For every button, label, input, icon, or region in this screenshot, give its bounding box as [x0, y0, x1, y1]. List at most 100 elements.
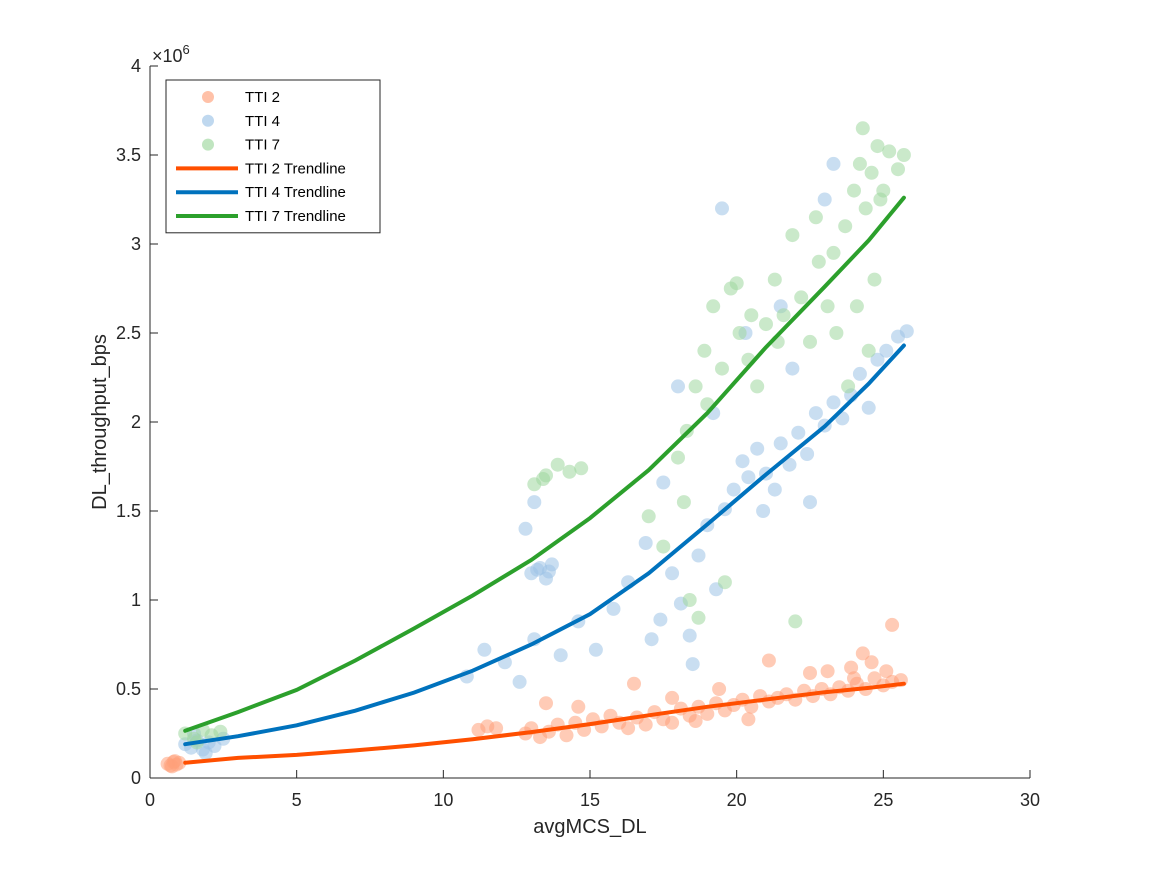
scatter-point: [855, 121, 870, 136]
scatter-point: [820, 299, 835, 314]
scatter-point: [562, 464, 577, 479]
scatter-point: [715, 201, 729, 216]
legend-box: [165, 79, 381, 234]
legend-entry-label: TTI 2 Trendline: [245, 160, 346, 177]
series-tti-7: [178, 121, 911, 750]
y-exponent-label: ×106: [152, 42, 190, 66]
scatter-point: [512, 674, 527, 689]
scatter-point: [864, 655, 879, 670]
scatter-point: [550, 457, 565, 472]
scatter-point: [571, 699, 586, 714]
scatter-point: [744, 308, 759, 323]
x-tick-label: 0: [145, 790, 155, 810]
y-tick-label: 0.5: [116, 679, 141, 699]
scatter-point: [712, 682, 727, 696]
y-tick-label: 2: [131, 412, 141, 432]
scatter-point: [665, 715, 680, 730]
scatter-point: [665, 690, 680, 705]
scatter-point: [852, 156, 867, 171]
scatter-point: [706, 299, 721, 314]
scatter-point: [759, 317, 773, 332]
scatter-point: [761, 653, 776, 668]
scatter-point: [688, 714, 703, 728]
scatter-point: [800, 447, 815, 461]
x-tick-label: 20: [727, 790, 747, 810]
scatter-point: [656, 475, 671, 490]
scatter-point: [717, 575, 732, 590]
scatter-point: [794, 290, 809, 305]
scatter-point: [700, 706, 715, 721]
legend-marker: [202, 138, 214, 151]
scatter-point: [213, 724, 228, 739]
scatter-point: [167, 754, 182, 769]
scatter-point: [198, 746, 213, 761]
scatter-point: [682, 628, 697, 643]
y-tick-label: 3: [131, 234, 141, 254]
scatter-point: [685, 657, 700, 672]
scatter-point: [785, 228, 800, 243]
scatter-point: [671, 379, 685, 394]
legend-entry-label: TTI 2: [245, 89, 280, 106]
legend-entry-label: TTI 4: [245, 113, 280, 130]
scatter-point: [896, 148, 911, 162]
y-tick-label: 3.5: [116, 145, 141, 165]
scatter-point: [541, 564, 556, 579]
scatter-point: [527, 495, 542, 510]
scatter-point: [858, 201, 873, 216]
x-axis-label: avgMCS_DL: [533, 816, 646, 838]
x-tick-label: 10: [433, 790, 453, 810]
y-tick-label: 0: [131, 768, 141, 788]
scatter-point: [899, 324, 914, 339]
scatter-point: [870, 139, 885, 154]
y-tick-label: 1: [131, 590, 141, 610]
y-tick-label: 1.5: [116, 501, 141, 521]
scatter-point: [855, 646, 870, 661]
scatter-point: [826, 395, 841, 410]
scatter-point: [732, 326, 747, 340]
scatter-point: [849, 299, 864, 314]
scatter-point: [767, 272, 782, 287]
scatter-point: [638, 536, 653, 550]
scatter-point: [808, 210, 823, 225]
x-tick-label: 25: [873, 790, 893, 810]
scatter-point: [885, 617, 900, 632]
scatter-point: [644, 632, 659, 647]
legend-marker: [202, 114, 214, 127]
scatter-point: [773, 436, 788, 451]
scatter-point: [539, 696, 553, 711]
scatter-point: [621, 721, 636, 736]
legend-entry-label: TTI 7: [245, 137, 280, 154]
scatter-point: [735, 454, 750, 469]
y-exponent-base: ×10: [152, 46, 183, 66]
scatter-point: [861, 400, 876, 415]
scatter-point: [867, 272, 882, 287]
scatter-point: [782, 457, 797, 472]
scatter-point: [656, 539, 671, 554]
scatter-point: [838, 219, 853, 234]
scatter-point: [688, 379, 703, 394]
trendline-tti-4-trendline: [183, 343, 906, 747]
legend-entry-label: TTI 7 Trendline: [245, 208, 346, 225]
scatter-point: [691, 548, 706, 563]
plot-area: [160, 121, 914, 774]
scatter-point: [882, 144, 897, 159]
scatter-point: [697, 343, 712, 358]
scatter-point: [791, 425, 806, 440]
legend-entry-label: TTI 4 Trendline: [245, 184, 346, 201]
scatter-point: [785, 361, 800, 376]
y-tick-label: 2.5: [116, 323, 141, 343]
series-tti-4: [178, 156, 914, 761]
scatter-point: [477, 642, 492, 657]
scatter-point: [873, 192, 888, 207]
x-tick-label: 30: [1020, 790, 1040, 810]
scatter-point: [803, 334, 817, 349]
scatter-point: [879, 664, 894, 679]
scatter-point: [852, 366, 867, 381]
scatter-point: [741, 712, 756, 727]
x-tick-label: 15: [580, 790, 600, 810]
scatter-point: [641, 509, 656, 524]
scatter-point: [803, 495, 817, 510]
scatter-point: [776, 308, 791, 323]
scatter-point: [847, 671, 861, 686]
scatter-point: [847, 183, 861, 198]
